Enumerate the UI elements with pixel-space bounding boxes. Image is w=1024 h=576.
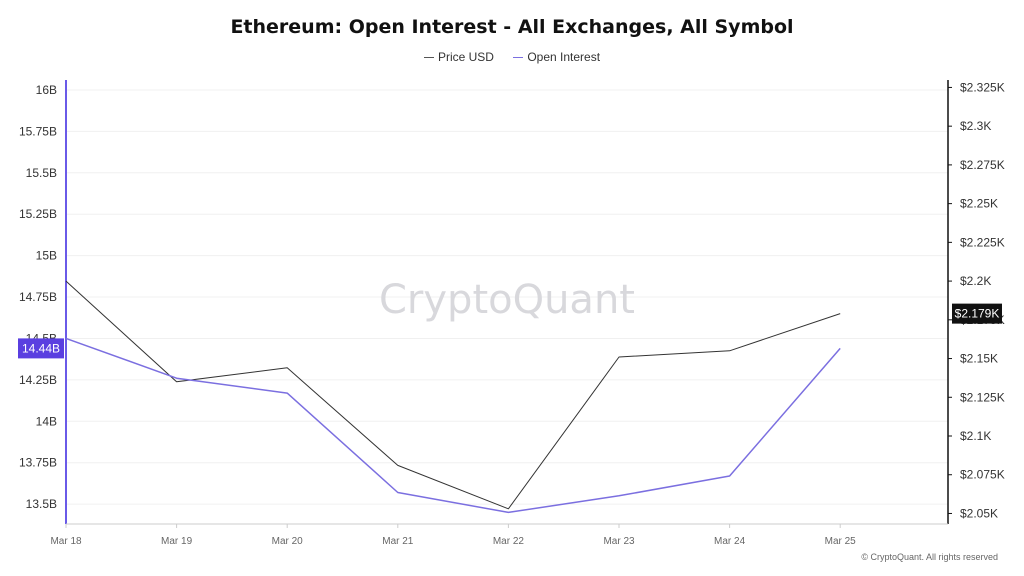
right-tick-label: $2.225K [960,235,1005,249]
left-tick-label: 15B [36,249,57,263]
right-tick-label: $2.075K [960,468,1005,482]
left-tick-label: 14.75B [19,290,57,304]
left-value-marker-label: 14.44B [22,341,60,355]
legend-label-price: Price USD [437,50,494,64]
x-tick-label: Mar 19 [161,536,193,547]
right-tick-label: $2.25K [960,197,998,211]
left-tick-label: 13.5B [26,497,57,511]
right-tick-label: $2.3K [960,119,991,133]
x-tick-label: Mar 20 [272,536,304,547]
open-interest-line [65,337,841,514]
right-tick-label: $2.15K [960,352,998,366]
price-usd-line [65,280,841,510]
right-tick-label: $2.275K [960,158,1005,172]
legend-item-price[interactable]: Price USD [423,50,494,64]
left-tick-label: 14.25B [19,373,57,387]
watermark: CryptoQuant [379,277,635,323]
legend-swatch-open-interest [513,57,524,59]
x-tick-label: Mar 18 [50,536,82,547]
left-tick-label: 14B [36,414,57,428]
left-tick-label: 15.75B [19,124,57,138]
right-tick-label: $2.325K [960,80,1005,94]
left-tick-label: 13.75B [19,456,57,470]
right-value-marker-label: $2.179K [955,307,1000,321]
copyright: © CryptoQuant. All rights reserved [861,552,998,562]
x-tick-label: Mar 21 [382,536,414,547]
left-tick-label: 15.5B [26,166,57,180]
right-value-marker [952,303,1002,324]
x-tick-label: Mar 24 [714,536,746,547]
x-tick-label: Mar 22 [493,536,525,547]
right-tick-label: $2.05K [960,506,998,520]
legend: Price USD Open Interest [0,50,1024,64]
right-tick-label: $2.2K [960,274,991,288]
legend-label-open-interest: Open Interest [527,50,601,64]
left-value-marker [18,338,64,359]
legend-item-open-interest[interactable]: Open Interest [513,50,600,64]
x-tick-label: Mar 25 [825,536,857,547]
right-tick-label: $2.125K [960,390,1005,404]
chart-title: Ethereum: Open Interest - All Exchanges,… [230,16,794,38]
x-tick-label: Mar 23 [603,536,635,547]
right-tick-label: $2.1K [960,429,991,443]
left-tick-label: 16B [36,83,57,97]
left-tick-label: 15.25B [19,207,57,221]
legend-swatch-price [423,57,434,59]
